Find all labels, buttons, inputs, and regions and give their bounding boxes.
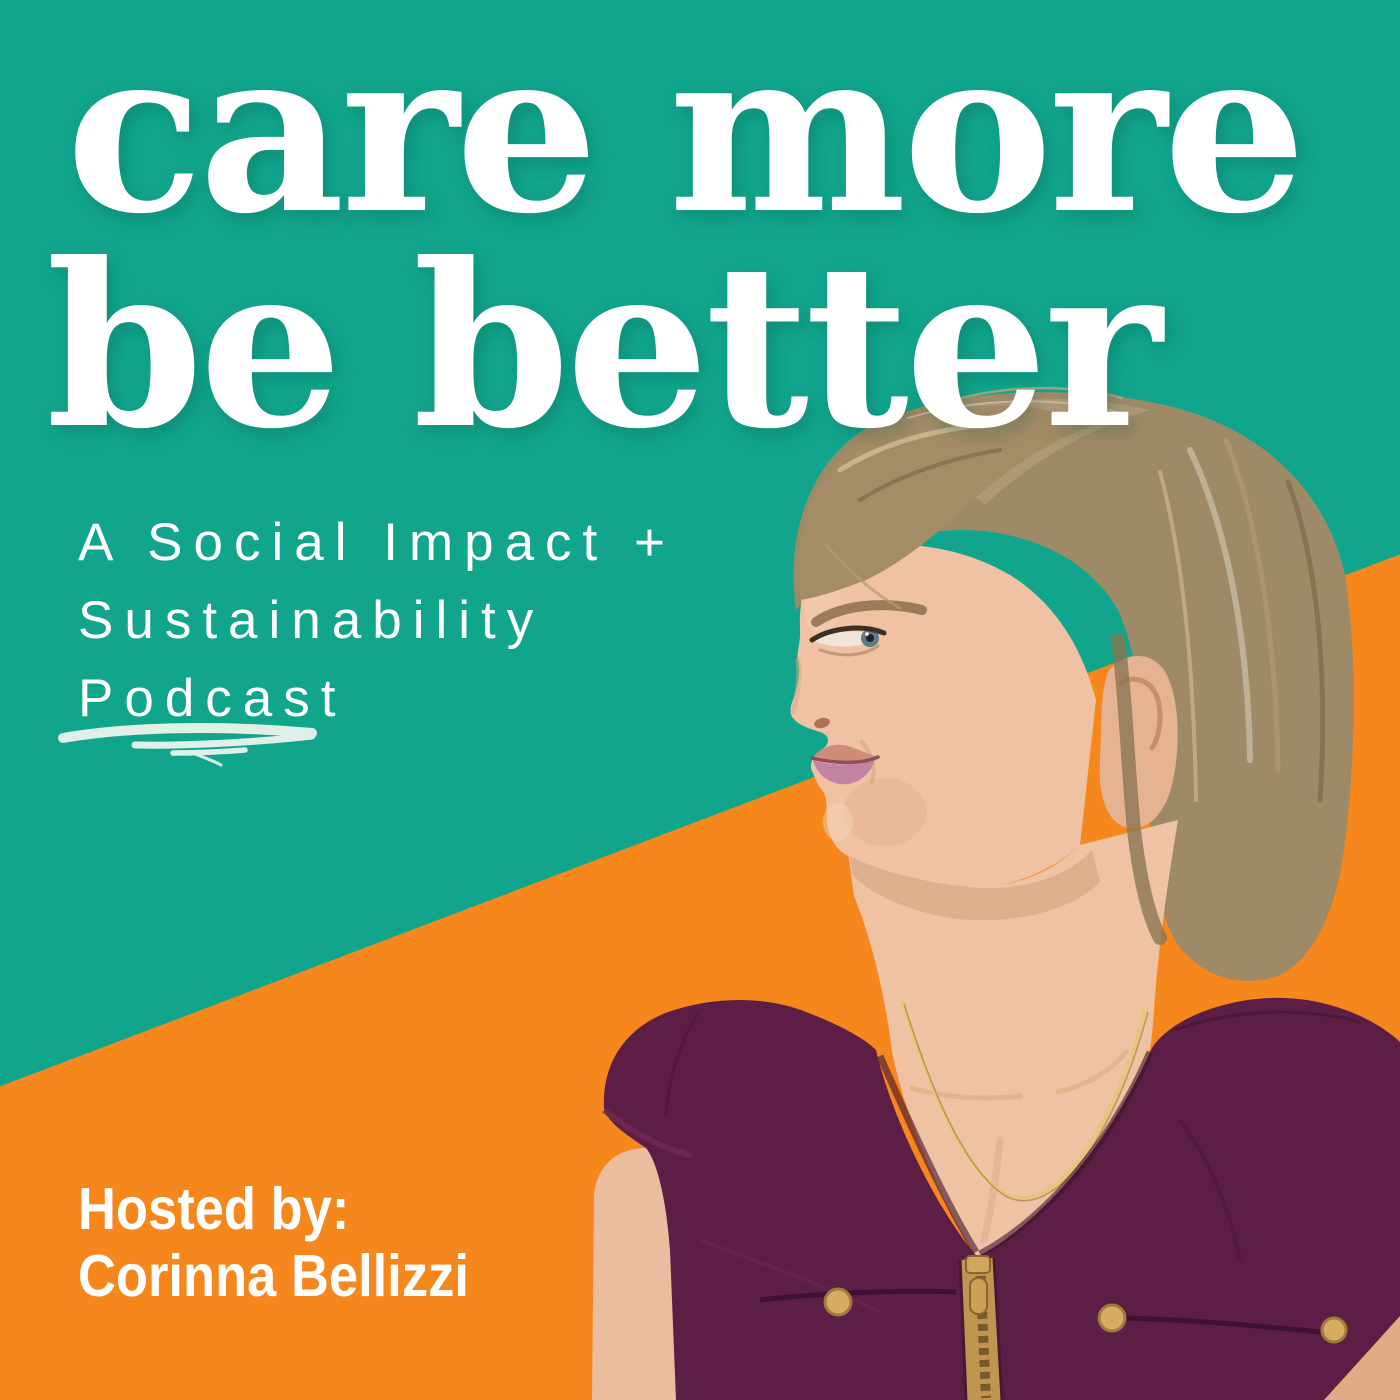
scribble-underline-icon — [58, 722, 317, 767]
hosted-by-label: Hosted by: — [78, 1176, 350, 1242]
subtitle: A Social Impact + Sustainability Podcast — [78, 504, 676, 738]
subtitle-line-3: Podcast — [78, 669, 347, 728]
face-features — [790, 600, 927, 785]
title-line-1: care more — [66, 0, 1306, 264]
subtitle-line-2: Sustainability — [78, 591, 545, 650]
title-line-2: be better — [46, 215, 1162, 479]
hosted-by-block: Hosted by: Corinna Bellizzi — [78, 1176, 469, 1310]
host-name: Corinna Bellizzi — [78, 1243, 469, 1309]
rivet-buttons — [823, 1287, 1348, 1344]
subtitle-line-1: A Social Impact + — [78, 513, 676, 572]
shirt — [602, 997, 1400, 1400]
hair-front — [797, 386, 1350, 967]
necklace — [900, 999, 1149, 1202]
zipper — [958, 1255, 1004, 1400]
